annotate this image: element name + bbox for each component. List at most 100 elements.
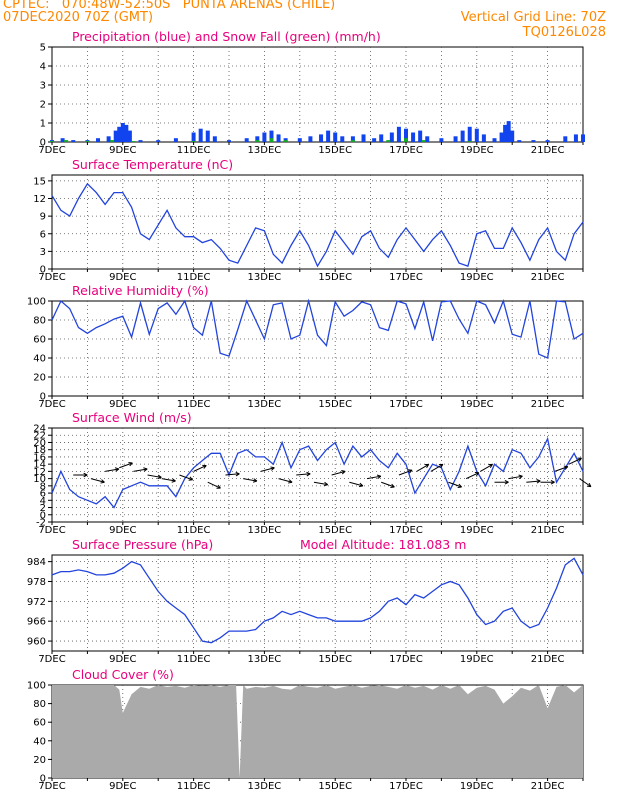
precip-bar xyxy=(297,138,302,142)
wind-arrow xyxy=(508,475,523,480)
wind-arrow-head xyxy=(586,482,592,488)
precip-bar xyxy=(506,121,511,142)
wind-arrow xyxy=(430,463,444,472)
rh-ytick-label: 0 xyxy=(40,392,46,403)
precip-bar xyxy=(425,136,430,142)
precip-bar xyxy=(96,138,101,142)
precip-xtick-label: 9DEC xyxy=(109,145,136,156)
cloud-title: Cloud Cover (%) xyxy=(72,667,174,682)
wind-arrow-head xyxy=(518,474,523,479)
wind-arrow-head xyxy=(474,472,480,477)
wind-ytick-label: 8 xyxy=(40,481,46,492)
wind-xtick-label: 21DEC xyxy=(531,525,565,536)
wind-xtick-label: 19DEC xyxy=(460,525,494,536)
wind-arrow-head xyxy=(577,457,582,462)
pressure-xtick-label: 19DEC xyxy=(460,654,494,665)
wind-arrow-head xyxy=(376,474,382,479)
wind-ytick-label: 24 xyxy=(33,424,46,435)
wind-arrow xyxy=(161,478,176,482)
precip-bar xyxy=(460,130,465,142)
precip-panel: 0 1 2 3 4 5 7DEC 9DEC 11DEC 13DEC 15DEC 17DEC 19DEC 2… xyxy=(38,29,585,156)
precip-bar xyxy=(198,128,203,142)
temp-xtick-label: 15DEC xyxy=(318,272,352,283)
wind-arrow xyxy=(278,478,293,483)
rh-panel: 0 20 40 60 80 100 7DEC 9DEC 11DEC 13DEC 15DEC 17DEC… xyxy=(27,283,584,410)
precip-bar xyxy=(205,130,210,142)
precip-bar xyxy=(113,130,118,142)
wind-arrow-head xyxy=(188,476,193,481)
precip-bar xyxy=(481,134,486,142)
wind-ytick-label: 10 xyxy=(33,474,46,485)
cloud-ytick-label: 60 xyxy=(33,718,46,729)
wind-line xyxy=(51,436,584,509)
pressure-xtick-label: 13DEC xyxy=(248,654,282,665)
temp-ytick-label: 3 xyxy=(40,247,46,258)
wind-arrow xyxy=(90,478,105,483)
precip-ytick-label: 0 xyxy=(40,138,46,149)
precip-xtick-label: 11DEC xyxy=(177,145,211,156)
cloud-ytick-label: 20 xyxy=(33,755,46,766)
precip-bar xyxy=(124,124,129,142)
wind-arrow xyxy=(133,468,148,472)
wind-arrow xyxy=(465,472,480,480)
precip-bar xyxy=(581,134,585,142)
precip-bar xyxy=(404,128,408,142)
wind-xtick-label: 17DEC xyxy=(389,525,423,536)
wind-frame xyxy=(51,427,584,523)
wind-arrow xyxy=(105,468,119,472)
wind-arrow xyxy=(147,474,162,478)
wind-arrow-head xyxy=(114,467,120,472)
wind-arrow-head xyxy=(358,482,364,488)
precip-bar xyxy=(156,140,161,142)
temp-xtick-label: 17DEC xyxy=(389,272,423,283)
cloud-xtick-label: 13DEC xyxy=(248,781,282,792)
precip-bar xyxy=(127,130,132,142)
wind-arrow xyxy=(207,481,221,489)
rh-xtick-label: 9DEC xyxy=(109,399,136,410)
temp-ytick-label: 9 xyxy=(40,212,46,223)
precip-bar xyxy=(276,134,281,142)
precip-bar xyxy=(379,134,384,142)
wind-arrow xyxy=(366,475,381,480)
temp-ytick-label: 6 xyxy=(40,229,46,240)
precip-bar xyxy=(467,126,472,142)
wind-ytick-label: 6 xyxy=(40,489,46,500)
precip-ytick-label: 2 xyxy=(40,100,46,111)
wind-arrow xyxy=(398,469,413,476)
precip-bar xyxy=(255,136,260,142)
precip-bar xyxy=(227,140,231,142)
precip-bar xyxy=(389,132,394,142)
precip-bar xyxy=(361,134,366,142)
precip-bar xyxy=(333,132,338,142)
precip-bar xyxy=(138,140,143,142)
precip-bar xyxy=(340,136,345,142)
precip-bar xyxy=(573,134,578,142)
header-date: 07DEC2020 70Z (GMT) xyxy=(3,10,154,25)
wind-arrow xyxy=(260,467,275,472)
wind-xtick-label: 15DEC xyxy=(318,525,352,536)
precip-ytick-label: 3 xyxy=(40,81,46,92)
temp-title: Surface Temperature (nC) xyxy=(72,157,233,172)
cloud-xtick-label: 9DEC xyxy=(109,781,136,792)
wind-arrow-head xyxy=(424,463,430,469)
wind-ytick-label: 14 xyxy=(33,460,46,471)
precip-bar xyxy=(499,132,504,142)
precip-bar xyxy=(531,140,536,142)
pressure-ytick-label: 972 xyxy=(27,597,46,608)
wind-arrow xyxy=(331,470,346,476)
wind-arrow-head xyxy=(128,461,133,467)
wind-arrow xyxy=(381,481,395,488)
wind-arrow xyxy=(568,457,582,465)
wind-arrow-head xyxy=(100,479,105,484)
precip-bar xyxy=(510,130,515,142)
wind-xtick-label: 13DEC xyxy=(248,525,282,536)
wind-arrow xyxy=(296,473,311,476)
temp-panel: 0 3 6 9 12 15 7DEC 9DEC 11DEC 13DEC 15DEC 17DEC 19DE… xyxy=(33,157,584,283)
temp-ytick-label: 12 xyxy=(33,194,46,205)
rh-ytick-label: 60 xyxy=(33,335,46,346)
cloud-panel: 0 20 40 60 80 100 7DEC 9DEC 11DEC 13DEC 15DEC 17DEC… xyxy=(27,667,584,792)
precip-xtick-label: 15DEC xyxy=(318,145,352,156)
cloud-xtick-label: 11DEC xyxy=(177,781,211,792)
wind-arrow xyxy=(225,473,240,476)
